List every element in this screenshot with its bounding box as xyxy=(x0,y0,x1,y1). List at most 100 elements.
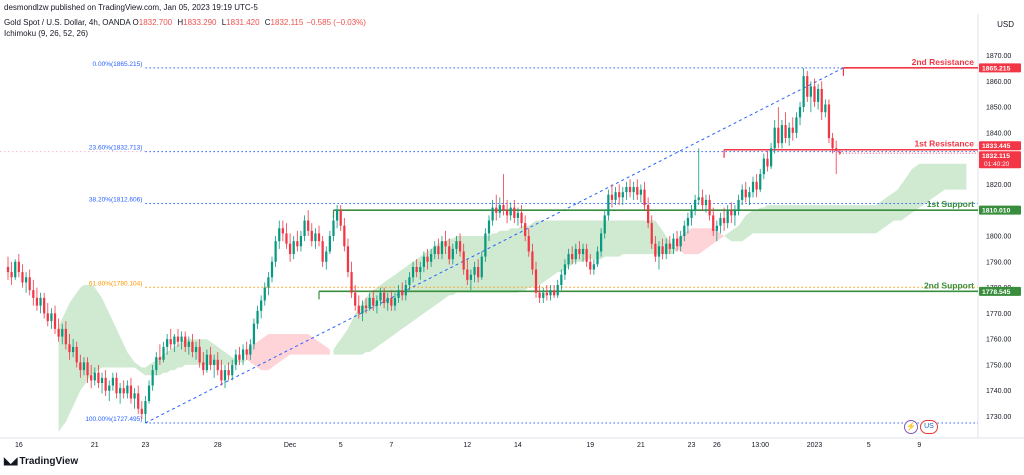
candle-body[interactable] xyxy=(549,290,552,296)
candle-body[interactable] xyxy=(202,362,205,371)
candle-body[interactable] xyxy=(798,107,802,118)
candle-body[interactable] xyxy=(469,274,473,280)
candle-body[interactable] xyxy=(364,305,368,309)
candle-body[interactable] xyxy=(267,277,270,288)
candle-body[interactable] xyxy=(639,189,643,195)
candle-body[interactable] xyxy=(722,217,726,224)
candle-body[interactable] xyxy=(726,210,729,224)
candle-body[interactable] xyxy=(53,313,57,329)
candle-body[interactable] xyxy=(64,328,67,345)
candle-body[interactable] xyxy=(227,370,230,376)
candle-body[interactable] xyxy=(375,300,379,306)
candle-body[interactable] xyxy=(791,127,794,133)
candle-body[interactable] xyxy=(788,127,791,138)
candle-body[interactable] xyxy=(690,210,693,218)
candle-body[interactable] xyxy=(683,225,686,236)
candle-body[interactable] xyxy=(104,377,107,391)
candle-body[interactable] xyxy=(332,220,335,236)
candle-body[interactable] xyxy=(296,241,299,247)
candle-body[interactable] xyxy=(422,256,426,267)
candle-body[interactable] xyxy=(780,125,784,144)
candle-body[interactable] xyxy=(567,254,570,265)
candle-body[interactable] xyxy=(299,236,303,247)
candle-body[interactable] xyxy=(198,346,201,363)
candle-body[interactable] xyxy=(357,305,360,314)
candle-body[interactable] xyxy=(751,181,755,193)
candle-body[interactable] xyxy=(661,246,664,255)
candle-body[interactable] xyxy=(28,277,31,291)
candle-body[interactable] xyxy=(158,357,162,360)
candle-body[interactable] xyxy=(166,339,169,347)
candle-body[interactable] xyxy=(730,210,733,216)
fib-trendline[interactable] xyxy=(145,67,844,424)
candle-body[interactable] xyxy=(777,127,780,144)
candle-body[interactable] xyxy=(679,236,682,247)
candle-body[interactable] xyxy=(762,158,765,175)
candle-body[interactable] xyxy=(621,192,624,198)
candle-body[interactable] xyxy=(288,243,292,255)
candle-body[interactable] xyxy=(466,269,469,280)
candle-body[interactable] xyxy=(140,408,143,414)
candle-body[interactable] xyxy=(90,375,93,381)
tradingview-brand[interactable]: ◣◢ TradingView xyxy=(4,456,78,467)
candle-body[interactable] xyxy=(393,297,397,306)
candle-body[interactable] xyxy=(766,158,769,167)
candle-body[interactable] xyxy=(252,323,256,345)
candle-body[interactable] xyxy=(343,225,346,247)
candle-body[interactable] xyxy=(748,192,751,198)
candle-body[interactable] xyxy=(46,313,49,322)
candle-body[interactable] xyxy=(824,104,827,113)
candle-body[interactable] xyxy=(509,207,512,216)
candle-body[interactable] xyxy=(314,233,317,242)
candle-body[interactable] xyxy=(361,305,364,314)
candle-body[interactable] xyxy=(759,174,762,190)
candle-body[interactable] xyxy=(527,236,530,252)
candle-body[interactable] xyxy=(480,256,483,278)
candle-body[interactable] xyxy=(325,251,328,262)
candle-body[interactable] xyxy=(216,359,219,371)
candle-body[interactable] xyxy=(585,248,588,262)
candle-body[interactable] xyxy=(802,76,805,108)
candle-body[interactable] xyxy=(270,261,274,278)
candle-body[interactable] xyxy=(278,228,281,242)
candle-body[interactable] xyxy=(643,189,646,206)
candle-body[interactable] xyxy=(176,336,180,342)
candle-body[interactable] xyxy=(372,297,375,306)
candle-body[interactable] xyxy=(14,261,17,278)
candle-body[interactable] xyxy=(672,238,675,249)
candle-body[interactable] xyxy=(755,181,758,190)
candle-body[interactable] xyxy=(263,287,266,301)
candle-body[interactable] xyxy=(17,261,20,273)
indicator-name[interactable]: Ichimoku xyxy=(4,29,37,38)
candle-body[interactable] xyxy=(697,197,700,200)
candle-body[interactable] xyxy=(495,207,498,213)
candle-body[interactable] xyxy=(260,300,263,311)
candle-body[interactable] xyxy=(346,246,350,273)
candle-body[interactable] xyxy=(668,243,671,249)
candle-body[interactable] xyxy=(147,385,151,402)
candle-body[interactable] xyxy=(122,388,125,394)
candle-body[interactable] xyxy=(704,199,708,206)
candle-body[interactable] xyxy=(75,346,78,363)
candle-body[interactable] xyxy=(542,292,545,298)
candle-body[interactable] xyxy=(592,264,595,270)
candle-body[interactable] xyxy=(838,151,841,154)
candle-body[interactable] xyxy=(618,192,621,198)
candle-body[interactable] xyxy=(534,269,538,293)
candle-body[interactable] xyxy=(552,290,556,296)
candle-body[interactable] xyxy=(97,372,100,383)
candle-body[interactable] xyxy=(223,370,227,381)
candle-body[interactable] xyxy=(455,241,458,249)
candle-body[interactable] xyxy=(650,223,653,244)
candle-body[interactable] xyxy=(21,272,24,283)
candle-body[interactable] xyxy=(675,238,679,247)
candle-body[interactable] xyxy=(599,233,603,252)
candle-body[interactable] xyxy=(354,292,357,306)
candle-body[interactable] xyxy=(379,292,382,301)
candle-body[interactable] xyxy=(281,228,284,234)
candle-body[interactable] xyxy=(82,362,86,371)
candle-body[interactable] xyxy=(162,346,165,360)
candle-body[interactable] xyxy=(39,297,42,306)
candle-body[interactable] xyxy=(61,328,64,337)
